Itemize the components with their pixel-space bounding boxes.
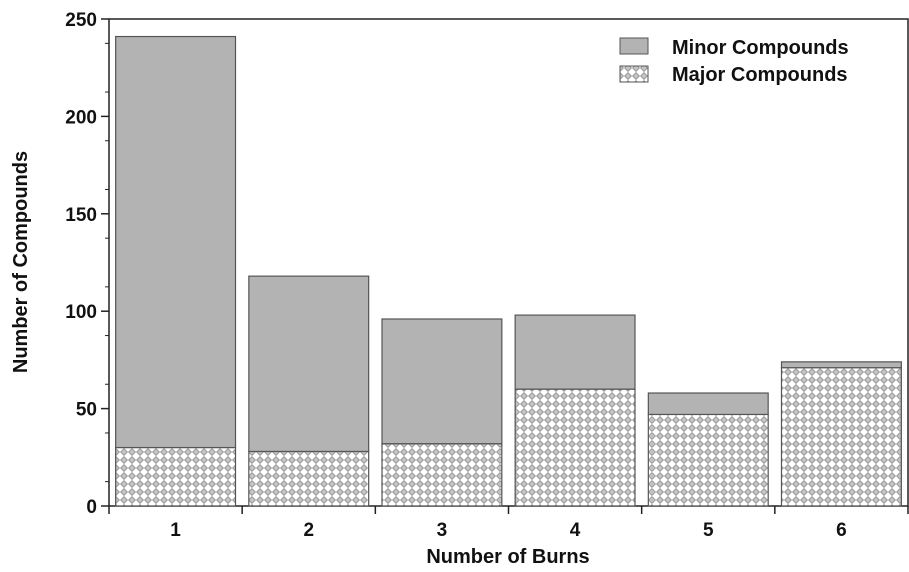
x-tick-label: 3 bbox=[437, 520, 448, 541]
y-tick-label: 0 bbox=[86, 497, 97, 518]
legend: Minor Compounds Major Compounds bbox=[619, 37, 849, 86]
y-tick-label: 100 bbox=[65, 302, 97, 323]
y-tick-label: 200 bbox=[65, 107, 97, 128]
bar-major-compounds-6 bbox=[780, 367, 902, 507]
legend-item-major-compounds: Major Compounds bbox=[619, 64, 848, 86]
y-tick-label: 250 bbox=[65, 10, 97, 31]
bar-major-compounds-3 bbox=[381, 443, 503, 507]
bar-major-compounds-1 bbox=[115, 446, 237, 507]
y-tick-label: 50 bbox=[76, 400, 97, 421]
legend-swatch-major-compounds bbox=[619, 65, 649, 83]
legend-item-minor-compounds: Minor Compounds bbox=[619, 37, 849, 59]
bar-major-compounds-2 bbox=[248, 450, 370, 507]
x-axis-title: Number of Burns bbox=[426, 546, 589, 568]
bar-major-compounds-4 bbox=[514, 388, 636, 507]
x-tick-label: 2 bbox=[303, 520, 314, 541]
y-axis: 0 50 100 150 200 250 bbox=[65, 10, 109, 518]
bar-major-compounds-5 bbox=[647, 413, 769, 507]
bar-minor-compounds-5 bbox=[647, 392, 769, 416]
bar-minor-compounds-2 bbox=[248, 275, 370, 453]
bar-minor-compounds-3 bbox=[381, 318, 503, 445]
x-axis: 1 2 3 4 5 6 bbox=[108, 506, 909, 541]
bar-minor-compounds-6 bbox=[780, 361, 902, 369]
x-tick-label: 5 bbox=[703, 520, 714, 541]
bars-group bbox=[115, 35, 902, 507]
x-tick-label: 6 bbox=[836, 520, 847, 541]
bar-minor-compounds-4 bbox=[514, 314, 636, 390]
y-axis-title: Number of Compounds bbox=[10, 151, 32, 373]
legend-label-minor-compounds: Minor Compounds bbox=[672, 37, 849, 59]
legend-swatch-minor-compounds bbox=[619, 37, 649, 55]
legend-label-major-compounds: Major Compounds bbox=[672, 64, 848, 86]
bar-minor-compounds-1 bbox=[115, 35, 237, 449]
x-tick-label: 1 bbox=[170, 520, 181, 541]
y-tick-label: 150 bbox=[65, 205, 97, 226]
x-tick-label: 4 bbox=[570, 520, 581, 541]
